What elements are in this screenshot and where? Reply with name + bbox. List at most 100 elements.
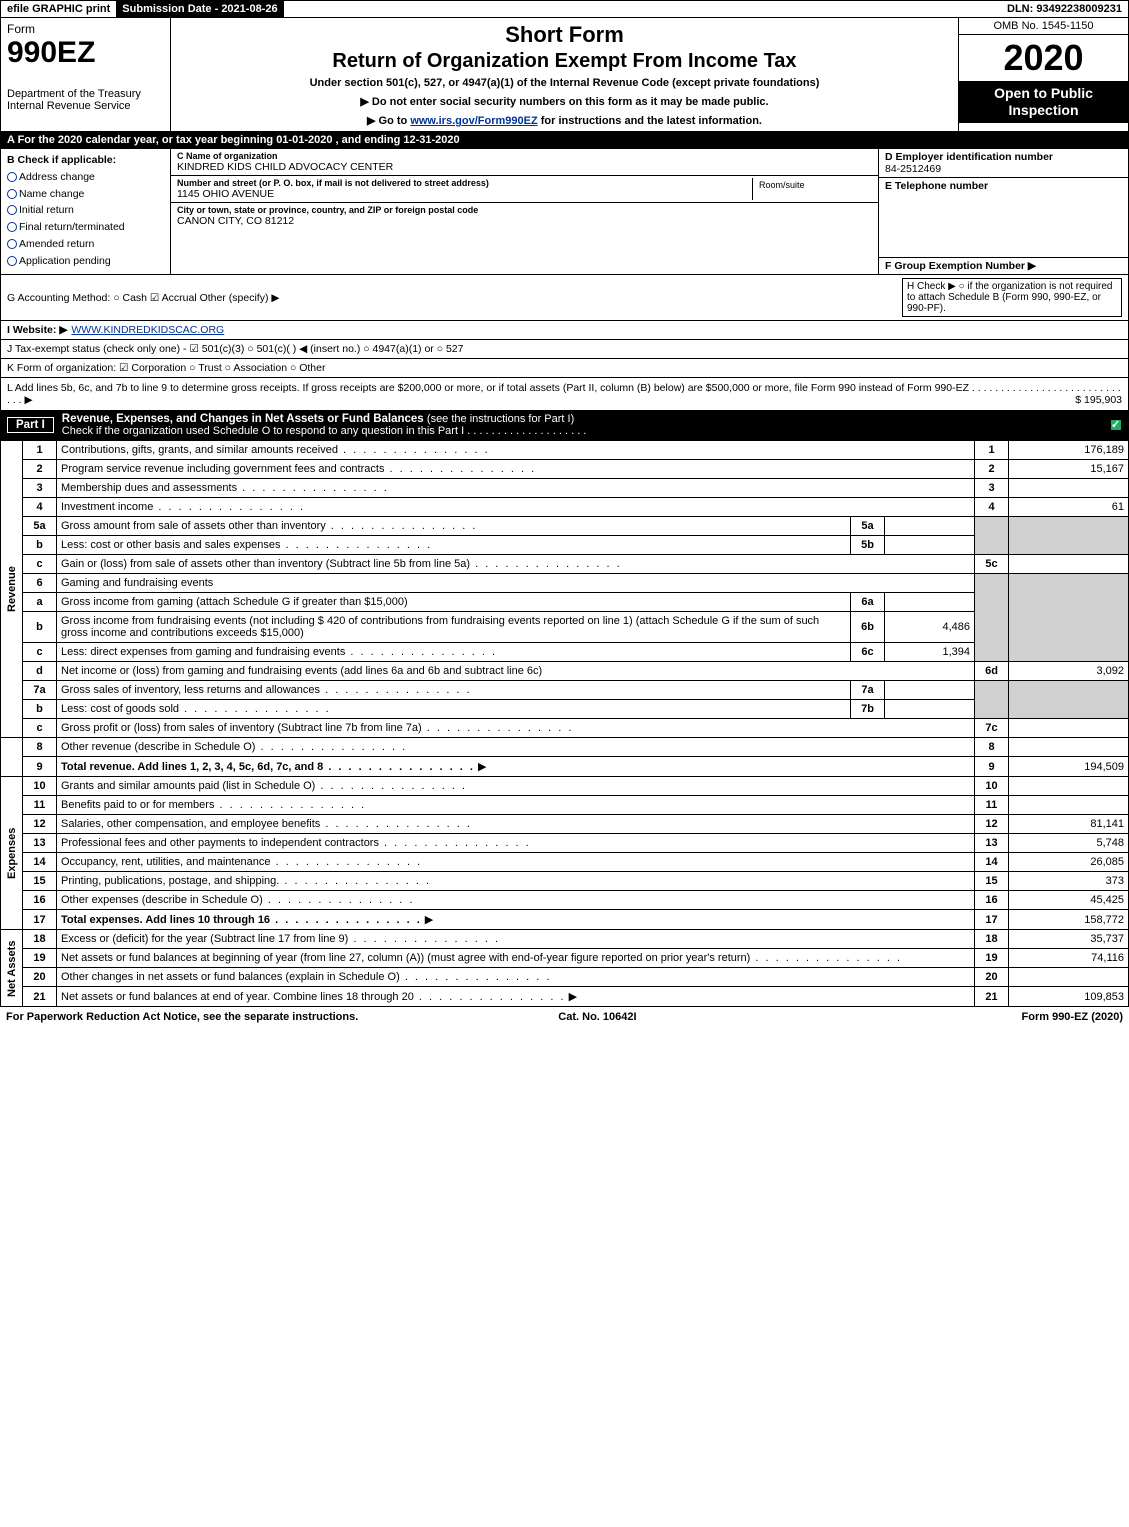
table-row: 11 Benefits paid to or for members 11 bbox=[1, 796, 1129, 815]
part-1-header: Part I Revenue, Expenses, and Changes in… bbox=[0, 411, 1129, 440]
table-row: c Less: direct expenses from gaming and … bbox=[1, 643, 1129, 662]
cb-final-return[interactable]: Final return/terminated bbox=[7, 220, 164, 236]
amt-3 bbox=[1009, 479, 1129, 498]
amt-5b bbox=[885, 536, 975, 555]
line-l-amount: $ 195,903 bbox=[1075, 394, 1122, 406]
amt-18: 35,737 bbox=[1009, 930, 1129, 949]
city-label: City or town, state or province, country… bbox=[177, 205, 872, 215]
line-l-text: L Add lines 5b, 6c, and 7b to line 9 to … bbox=[7, 382, 1121, 406]
amt-6a bbox=[885, 593, 975, 612]
part-1-sub: (see the instructions for Part I) bbox=[427, 413, 574, 425]
under-section: Under section 501(c), 527, or 4947(a)(1)… bbox=[177, 77, 952, 89]
ein-value: 84-2512469 bbox=[885, 163, 1122, 175]
note-goto: ▶ Go to www.irs.gov/Form990EZ for instru… bbox=[177, 114, 952, 127]
title-short-form: Short Form bbox=[177, 22, 952, 48]
efile-print-button[interactable]: efile GRAPHIC print bbox=[1, 1, 116, 17]
street-label: Number and street (or P. O. box, if mail… bbox=[177, 178, 752, 188]
room-suite-label: Room/suite bbox=[752, 178, 872, 200]
link-irs-form990ez[interactable]: www.irs.gov/Form990EZ bbox=[410, 115, 537, 127]
table-row: 4 Investment income 4 61 bbox=[1, 498, 1129, 517]
table-row: 9 Total revenue. Add lines 1, 2, 3, 4, 5… bbox=[1, 757, 1129, 777]
cb-address-change[interactable]: Address change bbox=[7, 170, 164, 186]
table-row: 21 Net assets or fund balances at end of… bbox=[1, 987, 1129, 1007]
amt-15: 373 bbox=[1009, 872, 1129, 891]
footer-left: For Paperwork Reduction Act Notice, see … bbox=[6, 1011, 358, 1023]
footer-cat-no: Cat. No. 10642I bbox=[558, 1011, 636, 1023]
amt-14: 26,085 bbox=[1009, 853, 1129, 872]
cb-application-pending[interactable]: Application pending bbox=[7, 254, 164, 270]
website-link[interactable]: WWW.KINDREDKIDSCAC.ORG bbox=[71, 324, 224, 336]
table-row: b Less: cost of goods sold 7b bbox=[1, 700, 1129, 719]
form-header: Form 990EZ Department of the Treasury In… bbox=[0, 18, 1129, 132]
table-row: 20 Other changes in net assets or fund b… bbox=[1, 968, 1129, 987]
part-1-table: Revenue 1 Contributions, gifts, grants, … bbox=[0, 440, 1129, 1007]
tax-period: A For the 2020 calendar year, or tax yea… bbox=[0, 132, 1129, 149]
telephone-label: E Telephone number bbox=[885, 180, 988, 192]
amt-5c bbox=[1009, 555, 1129, 574]
header-right: OMB No. 1545-1150 2020 Open to Public In… bbox=[958, 18, 1128, 131]
amt-13: 5,748 bbox=[1009, 834, 1129, 853]
dln: DLN: 93492238009231 bbox=[1001, 1, 1128, 17]
amt-16: 45,425 bbox=[1009, 891, 1129, 910]
group-exemption-label: F Group Exemption Number ▶ bbox=[885, 260, 1036, 272]
org-name-label: C Name of organization bbox=[177, 151, 872, 161]
table-row: c Gross profit or (loss) from sales of i… bbox=[1, 719, 1129, 738]
amt-20 bbox=[1009, 968, 1129, 987]
subtitle: Return of Organization Exempt From Incom… bbox=[177, 50, 952, 73]
amt-21: 109,853 bbox=[1009, 987, 1129, 1007]
cb-initial-return[interactable]: Initial return bbox=[7, 203, 164, 219]
sections-d-e-f: D Employer identification number 84-2512… bbox=[878, 149, 1128, 274]
amt-17: 158,772 bbox=[1009, 910, 1129, 930]
table-row: a Gross income from gaming (attach Sched… bbox=[1, 593, 1129, 612]
website-label: I Website: ▶ bbox=[7, 324, 67, 336]
side-label-net-assets: Net Assets bbox=[1, 930, 23, 1007]
section-b-title: B Check if applicable: bbox=[7, 154, 116, 166]
table-row: 12 Salaries, other compensation, and emp… bbox=[1, 815, 1129, 834]
row-k: K Form of organization: ☑ Corporation ○ … bbox=[1, 359, 1128, 377]
section-c: C Name of organization KINDRED KIDS CHIL… bbox=[171, 149, 878, 274]
row-i: I Website: ▶ WWW.KINDREDKIDSCAC.ORG bbox=[1, 321, 1128, 340]
ein-label: D Employer identification number bbox=[885, 151, 1053, 163]
form-label: Form bbox=[7, 22, 164, 36]
table-row: 6 Gaming and fundraising events bbox=[1, 574, 1129, 593]
meta-section: G Accounting Method: ○ Cash ☑ Accrual Ot… bbox=[0, 275, 1129, 378]
amt-6d: 3,092 bbox=[1009, 662, 1129, 681]
submission-date: Submission Date - 2021-08-26 bbox=[116, 1, 283, 17]
cb-name-change[interactable]: Name change bbox=[7, 187, 164, 203]
amt-19: 74,116 bbox=[1009, 949, 1129, 968]
tax-year: 2020 bbox=[959, 35, 1128, 81]
page-footer: For Paperwork Reduction Act Notice, see … bbox=[0, 1007, 1129, 1027]
table-row: Revenue 1 Contributions, gifts, grants, … bbox=[1, 441, 1129, 460]
section-j: J Tax-exempt status (check only one) - ☑… bbox=[7, 343, 463, 355]
omb-number: OMB No. 1545-1150 bbox=[959, 18, 1128, 35]
cb-amended-return[interactable]: Amended return bbox=[7, 237, 164, 253]
row-g-h: G Accounting Method: ○ Cash ☑ Accrual Ot… bbox=[1, 275, 1128, 321]
section-b: B Check if applicable: Address change Na… bbox=[1, 149, 171, 274]
amt-9: 194,509 bbox=[1009, 757, 1129, 777]
part-1-checkbox[interactable] bbox=[1110, 419, 1122, 431]
amt-2: 15,167 bbox=[1009, 460, 1129, 479]
row-j: J Tax-exempt status (check only one) - ☑… bbox=[1, 340, 1128, 359]
table-row: 7a Gross sales of inventory, less return… bbox=[1, 681, 1129, 700]
amt-1: 176,189 bbox=[1009, 441, 1129, 460]
section-k: K Form of organization: ☑ Corporation ○ … bbox=[7, 362, 326, 374]
part-1-tag: Part I bbox=[7, 417, 54, 433]
amt-12: 81,141 bbox=[1009, 815, 1129, 834]
amt-8 bbox=[1009, 738, 1129, 757]
amt-11 bbox=[1009, 796, 1129, 815]
footer-form-ref: Form 990-EZ (2020) bbox=[1022, 1011, 1123, 1023]
table-row: 8 Other revenue (describe in Schedule O)… bbox=[1, 738, 1129, 757]
table-row: 19 Net assets or fund balances at beginn… bbox=[1, 949, 1129, 968]
open-public-inspection: Open to Public Inspection bbox=[959, 81, 1128, 123]
section-h: H Check ▶ ○ if the organization is not r… bbox=[902, 278, 1122, 317]
section-g: G Accounting Method: ○ Cash ☑ Accrual Ot… bbox=[7, 292, 279, 304]
side-label-expenses: Expenses bbox=[1, 777, 23, 930]
dept-irs: Internal Revenue Service bbox=[7, 100, 164, 112]
table-row: b Less: cost or other basis and sales ex… bbox=[1, 536, 1129, 555]
header-center: Short Form Return of Organization Exempt… bbox=[171, 18, 958, 131]
header-left: Form 990EZ Department of the Treasury In… bbox=[1, 18, 171, 131]
amt-6c: 1,394 bbox=[885, 643, 975, 662]
table-row: Net Assets 18 Excess or (deficit) for th… bbox=[1, 930, 1129, 949]
entity-info: B Check if applicable: Address change Na… bbox=[0, 149, 1129, 275]
amt-4: 61 bbox=[1009, 498, 1129, 517]
